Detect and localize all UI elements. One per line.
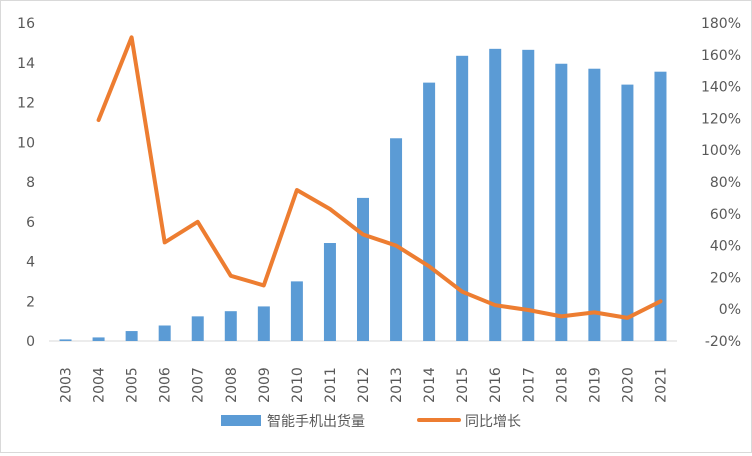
bar [456,55,469,341]
bar [423,82,436,341]
bar [158,325,171,341]
right-tick-label: 100% [701,143,741,159]
left-tick-label: 8 [26,175,35,191]
x-tick-label: 2013 [389,367,405,403]
legend-bar-swatch [221,415,261,426]
x-tick-label: 2015 [455,367,471,403]
right-tick-label: 60% [710,207,741,223]
right-tick-label: 40% [710,239,741,255]
left-tick-label: 4 [26,255,35,271]
x-tick-label: 2017 [521,367,537,403]
x-tick-label: 2005 [125,367,141,403]
right-axis-ticks: -20% 0% 20% 40% 60% 80% 100% 120% 140% 160% 180% [701,16,741,350]
x-tick-label: 2004 [92,367,108,403]
bar [357,197,369,341]
legend-bar-label: 智能手机出货量 [267,413,365,430]
x-tick-label: 2011 [323,367,339,403]
x-tick-label: 2007 [191,367,207,403]
bar [257,306,270,341]
x-tick-label: 2014 [422,367,438,403]
x-tick-label: 2008 [224,367,240,403]
legend-line-label: 同比增长 [465,414,521,430]
bar [522,49,535,342]
bar [191,316,204,341]
x-tick-label: 2006 [158,367,174,403]
x-tick-label: 2021 [653,367,669,403]
x-tick-label: 2016 [488,367,504,403]
right-tick-label: 20% [710,270,741,286]
growth-line [96,35,663,320]
bar [125,331,138,341]
left-tick-label: 16 [17,16,35,32]
bar [588,68,601,342]
left-tick-label: 12 [17,96,35,112]
right-tick-label: 0% [719,302,741,318]
bar-series [59,48,667,342]
x-axis-ticks: 2003 2004 2005 2006 2007 2008 2009 2010 2011 2012… [59,367,670,403]
right-tick-label: 80% [710,175,741,191]
bar [59,339,72,341]
bar [390,138,403,341]
bar [555,63,568,342]
bar [621,84,634,342]
x-tick-label: 2010 [290,367,306,403]
left-tick-label: 0 [26,334,35,350]
x-tick-label: 2019 [587,367,603,403]
bar [290,281,303,341]
x-tick-label: 2020 [620,367,636,403]
x-tick-label: 2009 [257,367,273,403]
bar [92,337,105,341]
legend: 智能手机出货量 同比增长 [221,413,521,430]
bar [654,71,667,341]
right-tick-label: 160% [701,48,741,64]
left-tick-label: 2 [26,294,35,310]
bar [224,311,237,341]
bar [323,243,336,341]
left-tick-label: 6 [26,215,35,231]
right-tick-label: 120% [701,111,741,127]
x-tick-label: 2018 [554,367,570,403]
left-axis-ticks: 0 2 4 6 8 10 12 14 16 [17,16,35,350]
x-tick-label: 2012 [356,367,372,403]
right-tick-label: 180% [701,16,741,32]
x-tick-label: 2003 [59,367,75,403]
right-tick-label: -20% [705,334,741,350]
left-tick-label: 10 [17,135,35,151]
right-tick-label: 140% [701,80,741,96]
bar [489,48,502,342]
left-tick-label: 14 [17,56,35,72]
